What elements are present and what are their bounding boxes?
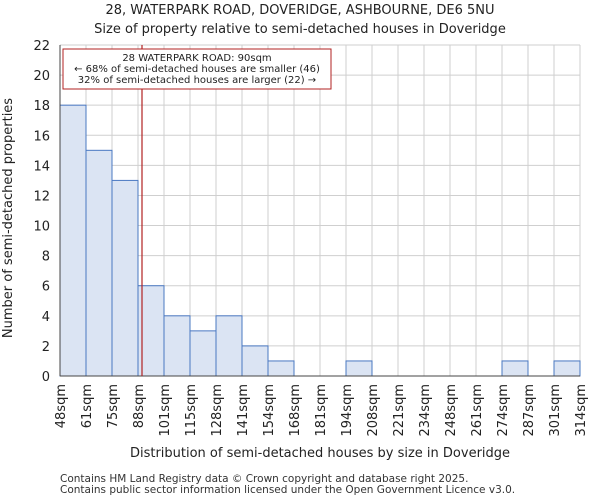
bar xyxy=(163,315,191,377)
property-marker: 28 WATERPARK ROAD: 90sqm← 68% of semi-de… xyxy=(62,45,332,376)
x-tick-label: 115sqm xyxy=(184,384,199,437)
chart-title-line1: 28, WATERPARK ROAD, DOVERIDGE, ASHBOURNE… xyxy=(105,3,494,18)
x-tick-label: 301sqm xyxy=(548,384,563,437)
annotation-line: ← 68% of semi-detached houses are smalle… xyxy=(74,64,320,75)
x-tick-label: 168sqm xyxy=(288,384,303,437)
x-axis-label: Distribution of semi-detached houses by … xyxy=(130,446,510,461)
x-tick-label: 314sqm xyxy=(574,384,589,437)
annotation-line: 28 WATERPARK ROAD: 90sqm xyxy=(122,53,271,64)
bar xyxy=(501,360,529,377)
y-tick-label: 10 xyxy=(33,220,50,235)
x-tick-label: 128sqm xyxy=(210,384,225,437)
y-tick-label: 16 xyxy=(33,129,50,144)
y-tick-label: 12 xyxy=(33,189,50,204)
axes xyxy=(59,45,580,377)
annotation-line: 32% of semi-detached houses are larger (… xyxy=(78,75,316,86)
x-tick-label: 261sqm xyxy=(470,384,485,437)
x-tick-label: 181sqm xyxy=(314,384,329,437)
x-tick-label: 88sqm xyxy=(132,384,147,428)
bar xyxy=(241,345,269,377)
x-tick-label: 61sqm xyxy=(80,384,95,428)
y-tick-labels: 0 2 4 6 8 10 12 14 16 18 20 22 xyxy=(33,39,50,385)
x-tick-label: 48sqm xyxy=(54,384,69,428)
y-tick-label: 2 xyxy=(42,340,50,355)
y-tick-label: 6 xyxy=(42,280,50,295)
x-tick-label: 274sqm xyxy=(496,384,511,437)
y-tick-label: 8 xyxy=(42,250,50,265)
bar xyxy=(267,360,295,377)
annotation-box xyxy=(62,48,332,90)
x-tick-label: 234sqm xyxy=(418,384,433,437)
x-tick-label: 75sqm xyxy=(106,384,121,428)
bar xyxy=(553,360,581,377)
y-tick-label: 20 xyxy=(33,69,50,84)
bar xyxy=(345,360,373,377)
y-tick-label: 4 xyxy=(42,310,50,325)
x-tick-label: 221sqm xyxy=(392,384,407,437)
bar xyxy=(59,104,87,377)
y-axis-label: Number of semi-detached properties xyxy=(1,98,16,338)
y-tick-label: 22 xyxy=(33,39,50,54)
x-tick-label: 101sqm xyxy=(158,384,173,437)
footer-line1: Contains HM Land Registry data © Crown c… xyxy=(60,473,468,485)
y-tick-label: 14 xyxy=(33,159,50,174)
x-tick-label: 154sqm xyxy=(262,384,277,437)
x-tick-label: 141sqm xyxy=(236,384,251,437)
x-tick-label: 208sqm xyxy=(366,384,381,437)
x-tick-label: 194sqm xyxy=(340,384,355,437)
y-tick-label: 18 xyxy=(33,99,50,114)
bar xyxy=(189,330,217,377)
bar xyxy=(111,179,139,377)
x-tick-labels: 48sqm 61sqm 75sqm 88sqm 101sqm 115sqm 128sqm 14… xyxy=(54,384,589,437)
footer-line2: Contains public sector information licen… xyxy=(60,484,515,496)
x-tick-label: 248sqm xyxy=(444,384,459,437)
x-tick-label: 287sqm xyxy=(522,384,537,437)
chart-title-line2: Size of property relative to semi-detach… xyxy=(94,22,506,37)
y-tick-label: 0 xyxy=(42,370,50,385)
bar xyxy=(85,149,113,377)
bar xyxy=(215,315,243,377)
